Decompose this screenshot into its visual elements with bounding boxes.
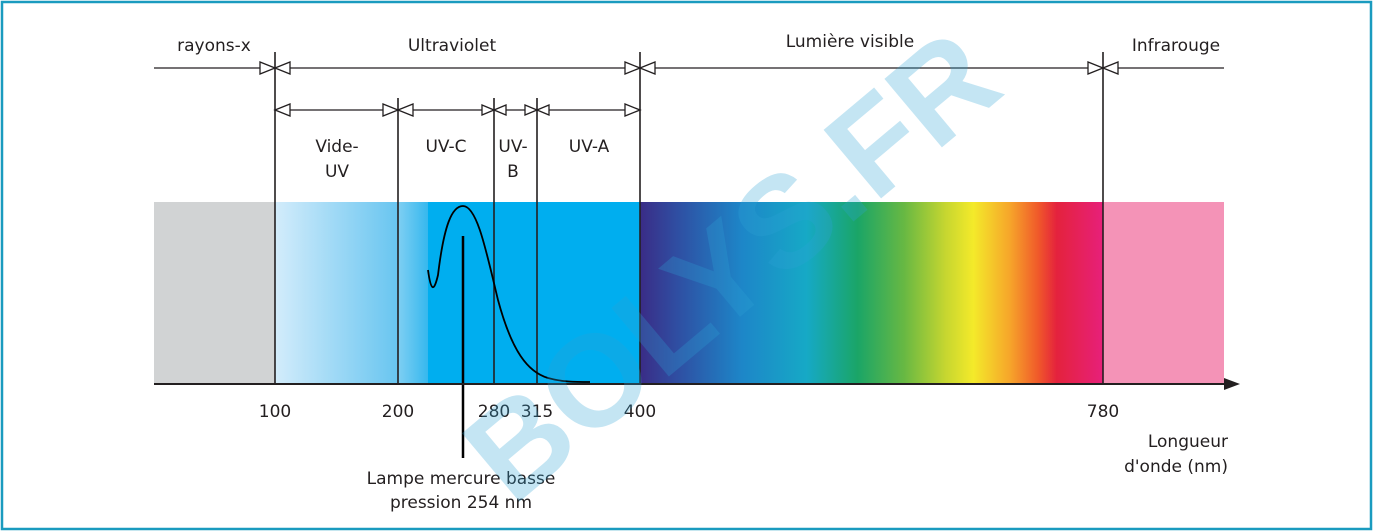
arrow-head: [382, 103, 400, 117]
mercury-lamp-emission-curve: [427, 205, 591, 383]
axis-title-line1: Longueur: [1148, 432, 1228, 452]
arrow-head: [273, 103, 291, 117]
tick-label: 280: [478, 402, 510, 422]
subregion-label-vuv-1: Vide-: [315, 137, 358, 157]
tick-label: 315: [521, 402, 553, 422]
arrow-head: [481, 104, 496, 116]
infrared-band: [1103, 202, 1224, 384]
arrow-head: [492, 104, 507, 116]
lamp-annotation-line2: pression 254 nm: [390, 493, 532, 513]
arrow-head: [396, 103, 414, 117]
axis-title-line2: d'onde (nm): [1124, 457, 1228, 477]
region-label-uv: Ultraviolet: [408, 36, 497, 56]
visible-band: [640, 202, 1103, 384]
subregion-label-uvb-2: B: [507, 162, 519, 182]
axis-arrow-head: [1224, 378, 1240, 390]
arrow-head: [535, 104, 550, 116]
subregion-label-vuv-2: UV: [325, 162, 349, 182]
arrow-head: [1101, 61, 1119, 75]
lamp-annotation-line1: Lampe mercure basse: [367, 469, 556, 489]
arrow-head: [259, 61, 277, 75]
tick-label: 100: [259, 402, 291, 422]
region-label-xray: rayons-x: [177, 36, 251, 56]
arrow-head: [638, 61, 656, 75]
subregion-label-uvb-1: UV-: [498, 137, 527, 157]
arrow-head: [624, 61, 642, 75]
arrow-head: [273, 61, 291, 75]
arrow-head: [624, 103, 642, 117]
subregion-label-uvc: UV-C: [425, 137, 466, 157]
arrow-head: [1087, 61, 1105, 75]
tick-label: 200: [382, 402, 414, 422]
region-arrows: [154, 61, 1224, 75]
xray-band: [154, 202, 275, 384]
region-label-ir: Infrarouge: [1132, 36, 1220, 56]
region-label-visible: Lumière visible: [786, 32, 915, 52]
tick-label: 780: [1087, 402, 1119, 422]
subregion-arrows: [273, 103, 642, 117]
vacuum-uv-band: [275, 202, 398, 384]
tick-label: 400: [624, 402, 656, 422]
uvc-band-fade: [398, 202, 428, 384]
arrow-head: [524, 104, 539, 116]
subregion-label-uva: UV-A: [569, 137, 610, 157]
boundary-lines: [274, 52, 1104, 384]
